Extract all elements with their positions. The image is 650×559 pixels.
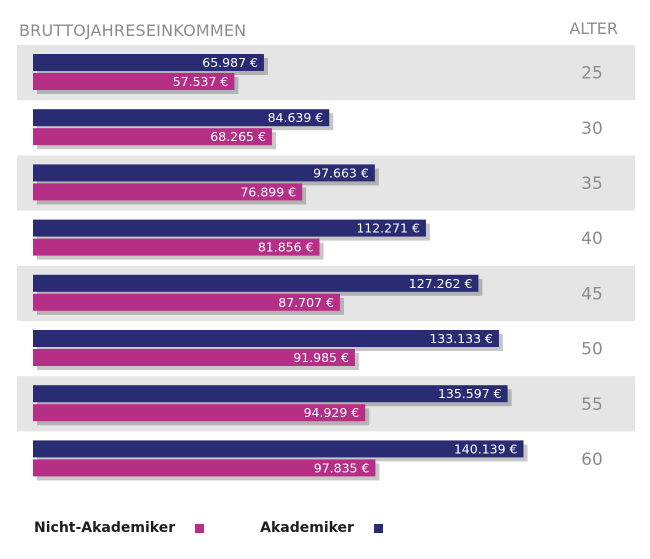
legend-swatch-akademiker [373,523,383,533]
legend: Nicht-Akademiker Akademiker [34,520,383,536]
bar-nicht-akademiker-40 [33,238,320,256]
label-nicht-akademiker-45: 87.707 € [278,295,334,310]
legend-label-nicht-akademiker: Nicht-Akademiker [34,520,176,536]
bar-akademiker-60 [33,440,524,458]
label-akademiker-40: 112.271 € [356,221,420,236]
age-label-50: 50 [581,340,603,360]
legend-item-akademiker: Akademiker [260,520,383,536]
bar-akademiker-45 [33,274,479,292]
bar-nicht-akademiker-25 [33,73,235,90]
label-nicht-akademiker-25: 57.537 € [173,74,229,89]
age-label-55: 55 [581,395,603,415]
bar-akademiker-25 [33,54,264,71]
bar-nicht-akademiker-50 [33,349,355,366]
bar-nicht-akademiker-60 [33,459,376,477]
label-akademiker-35: 97.663 € [313,165,369,180]
label-nicht-akademiker-40: 81.856 € [258,240,314,255]
legend-item-nicht-akademiker: Nicht-Akademiker [34,520,205,536]
label-nicht-akademiker-55: 94.929 € [304,405,360,420]
age-label-40: 40 [581,229,603,249]
legend-swatch-nicht-akademiker [195,523,205,533]
label-akademiker-50: 133.133 € [429,331,493,346]
bar-nicht-akademiker-30 [33,128,272,146]
bar-akademiker-55 [33,385,508,403]
label-akademiker-25: 65.987 € [202,55,258,70]
label-akademiker-55: 135.597 € [438,386,502,401]
age-label-25: 25 [581,64,603,84]
age-label-35: 35 [581,174,603,194]
label-akademiker-45: 127.262 € [409,276,473,291]
label-nicht-akademiker-60: 97.835 € [314,460,370,475]
bar-nicht-akademiker-55 [33,404,366,422]
label-nicht-akademiker-50: 91.985 € [293,350,349,365]
bar-nicht-akademiker-45 [33,293,340,311]
label-akademiker-30: 84.639 € [268,110,324,125]
income-bar-chart: 65.987 € 57.537 € 25 84.639 €68.265 € 30 97.6… [17,45,635,481]
age-label-60: 60 [581,450,603,470]
age-label-45: 45 [581,284,603,304]
bar-akademiker-50 [33,330,499,347]
legend-label-akademiker: Akademiker [260,520,354,536]
bar-akademiker-35 [33,164,375,182]
bar-akademiker-30 [33,109,330,127]
bar-akademiker-40 [33,219,426,237]
chart-title: BRUTTOJAHRESEINKOMMEN [19,21,247,40]
label-nicht-akademiker-35: 76.899 € [240,184,296,199]
age-label-30: 30 [581,119,603,139]
bar-nicht-akademiker-35 [33,183,303,201]
label-akademiker-60: 140.139 € [454,441,518,456]
label-nicht-akademiker-30: 68.265 € [210,129,266,144]
age-axis-title: ALTER [569,19,618,38]
